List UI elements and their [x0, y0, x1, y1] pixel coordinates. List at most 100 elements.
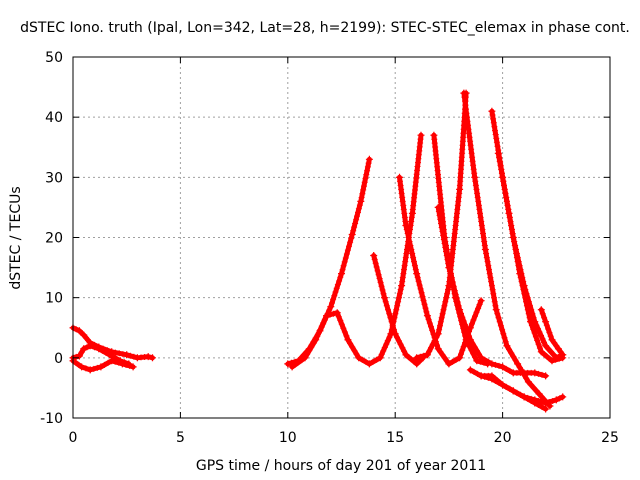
series-pass-m — [477, 372, 567, 407]
series-pass-p — [537, 306, 567, 359]
grid — [73, 57, 610, 418]
y-tick-labels: -10 0 10 20 30 40 50 — [40, 50, 63, 427]
data-point — [537, 348, 545, 356]
x-tick-label: 25 — [601, 430, 619, 446]
x-tick-label: 15 — [386, 430, 404, 446]
data-point — [133, 354, 141, 362]
x-tick-labels: 0 5 10 15 20 25 — [69, 430, 619, 446]
data-point — [531, 369, 539, 377]
data-point — [116, 357, 124, 365]
data-point — [456, 185, 464, 193]
data-point — [398, 282, 406, 290]
data-point — [559, 351, 567, 359]
data-point — [509, 369, 517, 377]
data-point — [481, 246, 489, 253]
data-point — [503, 342, 511, 350]
series-pass-h — [413, 89, 470, 362]
data-point — [284, 360, 292, 368]
data-point — [552, 396, 560, 404]
data-point — [123, 351, 131, 359]
data-point — [535, 390, 543, 398]
x-tick-label: 20 — [494, 430, 512, 446]
data-point — [434, 330, 442, 338]
data-point — [494, 149, 502, 157]
data-point — [413, 360, 421, 368]
data-point — [365, 360, 373, 368]
data-point — [86, 342, 94, 350]
data-point — [434, 345, 442, 353]
data-point — [396, 173, 403, 181]
data-point — [355, 354, 363, 362]
data-point — [125, 360, 133, 368]
data-point — [106, 351, 113, 359]
data-point — [434, 203, 442, 211]
data-point — [312, 336, 320, 344]
data-point — [95, 345, 103, 353]
data-point — [344, 336, 352, 344]
data-point — [492, 306, 500, 314]
data-point — [554, 345, 562, 353]
data-point — [505, 209, 513, 217]
y-tick-label: 40 — [45, 110, 63, 126]
data-point — [456, 306, 464, 314]
y-tick-label: 50 — [45, 50, 63, 66]
data-point — [477, 372, 485, 380]
data-point — [423, 312, 431, 320]
data-point — [542, 372, 550, 380]
data-point — [499, 381, 507, 389]
data-point — [75, 327, 83, 335]
data-point — [391, 330, 399, 338]
y-axis-label: dSTEC / TECUs — [8, 186, 24, 289]
data-point — [423, 351, 431, 359]
x-axis-label: GPS time / hours of day 201 of year 2011 — [196, 458, 486, 474]
data-point — [527, 318, 534, 326]
data-point — [288, 363, 296, 371]
x-tick-label: 10 — [279, 430, 297, 446]
data-point — [520, 393, 528, 401]
data-point — [542, 405, 550, 413]
series-track — [289, 132, 424, 370]
data-point — [301, 354, 309, 362]
data-point — [516, 270, 524, 278]
data-point — [402, 222, 410, 229]
data-point — [365, 155, 373, 163]
data-point — [488, 375, 496, 383]
x-tick-label: 5 — [176, 430, 185, 446]
data-point — [97, 363, 105, 371]
data-point — [413, 270, 421, 278]
data-point — [413, 354, 421, 362]
chart-title: dSTEC Iono. truth (Ipal, Lon=342, Lat=28… — [20, 20, 630, 36]
data-point — [75, 352, 83, 360]
data-point — [323, 312, 330, 320]
data-point — [509, 387, 517, 395]
series-track — [70, 325, 155, 361]
data-point — [445, 360, 453, 368]
data-point — [327, 303, 335, 311]
data-point — [548, 336, 556, 344]
data-point — [524, 378, 532, 386]
series-track — [478, 373, 566, 406]
series-markers — [289, 136, 424, 370]
data-point — [370, 252, 378, 259]
data-point — [80, 345, 88, 353]
axis-ticks — [72, 56, 611, 419]
data-point — [445, 264, 453, 272]
series-markers — [284, 160, 372, 367]
series-pass-e — [288, 131, 425, 371]
data-point — [149, 354, 156, 362]
data-point — [381, 294, 388, 302]
data-point — [333, 309, 341, 317]
data-point — [338, 270, 345, 278]
data-point — [477, 297, 485, 305]
data-point — [531, 396, 539, 404]
data-point — [402, 351, 410, 359]
data-point — [408, 209, 416, 217]
data-point — [348, 231, 356, 238]
data-point — [477, 354, 485, 362]
y-tick-label: 0 — [54, 351, 63, 367]
data-series — [69, 89, 567, 413]
data-point — [357, 197, 365, 205]
data-point — [537, 306, 545, 314]
data-point — [86, 366, 94, 374]
data-point — [78, 363, 86, 371]
